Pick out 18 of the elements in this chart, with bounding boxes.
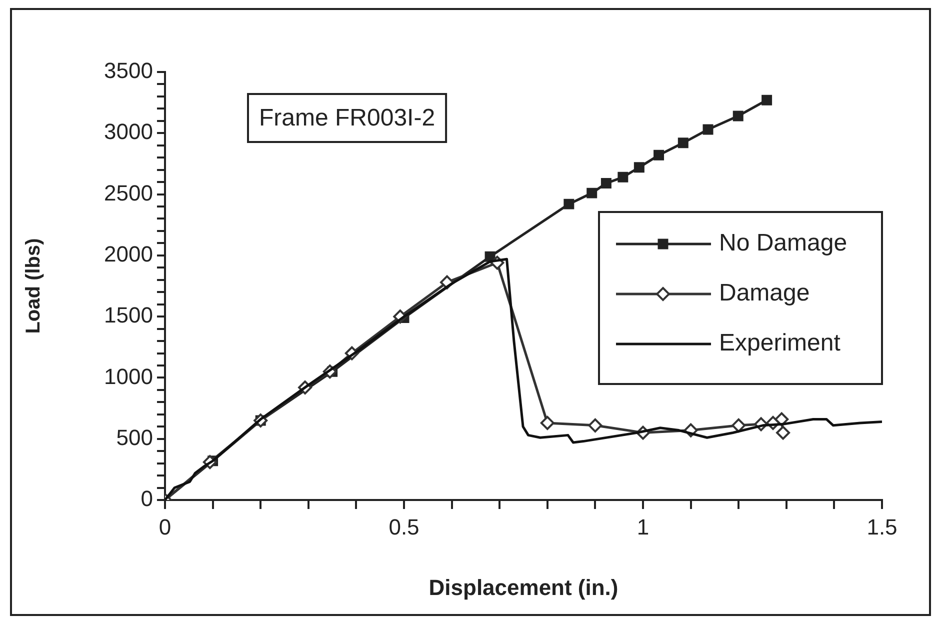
y-tick-label: 3000 bbox=[104, 119, 153, 144]
legend-label: Experiment bbox=[719, 330, 841, 357]
y-tick-label: 0 bbox=[140, 486, 153, 512]
y-tick-label: 1000 bbox=[104, 364, 153, 389]
legend-label: Damage bbox=[719, 280, 810, 307]
y-tick-label: 2500 bbox=[104, 180, 153, 206]
x-tick-label: 1 bbox=[636, 514, 650, 540]
y-tick-label: 3500 bbox=[104, 58, 153, 84]
x-tick-label: 1.5 bbox=[866, 514, 898, 540]
y-tick-label: 1500 bbox=[104, 302, 153, 328]
legend-label: No Damage bbox=[719, 230, 848, 257]
x-tick-label: 0.5 bbox=[388, 514, 420, 540]
x-axis-title: Displacement (in.) bbox=[428, 574, 618, 600]
x-tick-label: 0 bbox=[158, 514, 172, 540]
y-tick-label: 500 bbox=[116, 424, 153, 450]
annotation: Frame FR003I-2 bbox=[259, 104, 436, 132]
y-axis-title: Load (lbs) bbox=[22, 238, 45, 334]
y-tick-label: 2000 bbox=[104, 241, 153, 266]
